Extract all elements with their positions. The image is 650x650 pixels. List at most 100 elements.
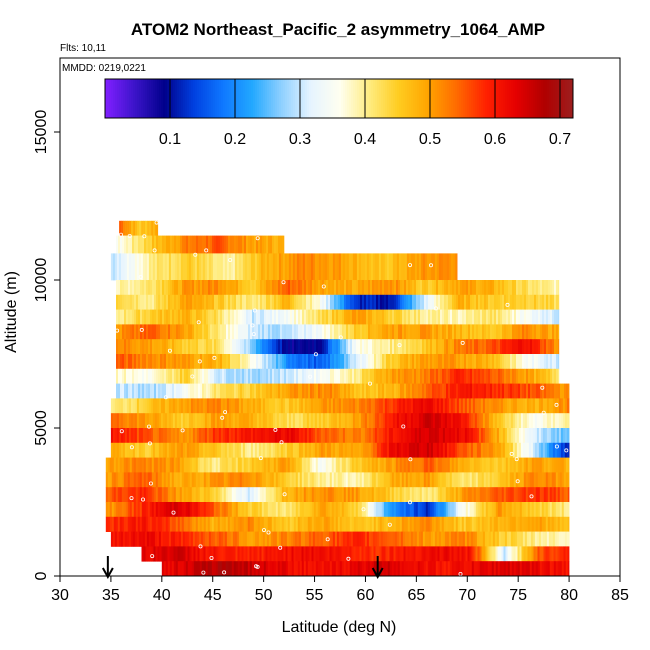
heatmap-cell <box>322 428 326 444</box>
heatmap-cell <box>148 413 152 429</box>
heatmap-cell <box>517 546 520 562</box>
heatmap-cell <box>278 413 282 429</box>
heatmap-cell <box>194 413 198 429</box>
heatmap-cell <box>167 457 171 473</box>
heatmap-cell <box>488 354 491 370</box>
heatmap-cell <box>126 280 129 296</box>
heatmap-cell <box>124 383 127 399</box>
heatmap-cell <box>435 472 439 488</box>
sample-point <box>407 263 412 268</box>
heatmap-cell <box>400 531 404 547</box>
heatmap-cell <box>250 339 253 355</box>
heatmap-cell <box>333 516 337 532</box>
heatmap-cell <box>382 354 385 370</box>
heatmap-cell <box>304 294 307 310</box>
heatmap-cell <box>269 561 273 577</box>
heatmap-cell <box>286 309 289 325</box>
heatmap-cell <box>508 354 511 370</box>
heatmap-cell <box>378 253 382 281</box>
heatmap-cell <box>422 383 425 399</box>
heatmap-cell <box>235 457 239 473</box>
heatmap-cell <box>236 354 239 370</box>
heatmap-cell <box>492 531 496 547</box>
heatmap-cell <box>194 280 197 296</box>
heatmap-cell <box>528 383 531 399</box>
heatmap-cell <box>345 472 349 488</box>
heatmap-cell <box>445 546 448 562</box>
heatmap-cell <box>342 442 346 458</box>
heatmap-cell <box>278 383 281 399</box>
heatmap-cell <box>329 472 333 488</box>
heatmap-cell <box>191 516 195 532</box>
heatmap-cell <box>154 413 158 429</box>
heatmap-cell <box>206 383 209 399</box>
heatmap-cell <box>222 442 226 458</box>
heatmap-cell <box>548 428 552 444</box>
heatmap-cell <box>451 516 455 532</box>
heatmap-cell <box>563 516 567 532</box>
heatmap-cell <box>308 531 312 547</box>
heatmap-cell <box>527 502 531 518</box>
heatmap-cell <box>541 487 545 503</box>
heatmap-cell <box>350 354 353 370</box>
heatmap-cell <box>420 309 423 325</box>
heatmap-cell <box>356 398 360 414</box>
heatmap-band <box>110 428 570 444</box>
heatmap-cell <box>532 398 536 414</box>
heatmap-cell <box>482 442 486 458</box>
heatmap-cell <box>320 383 323 399</box>
heatmap-cell <box>270 428 274 444</box>
heatmap-cell <box>381 516 385 532</box>
heatmap-cell <box>356 428 360 444</box>
heatmap-cell <box>272 383 275 399</box>
heatmap-cell <box>516 383 519 399</box>
heatmap-cell <box>196 531 200 547</box>
heatmap-cell <box>465 472 469 488</box>
heatmap-cell <box>310 324 313 340</box>
heatmap-cell <box>446 413 450 429</box>
heatmap-cell <box>256 235 259 254</box>
colorbar-cell <box>285 79 288 118</box>
colorbar-cell <box>127 79 130 118</box>
heatmap-cell <box>414 309 417 325</box>
heatmap-cell <box>436 383 439 399</box>
heatmap-cell <box>120 428 124 444</box>
heatmap-cell <box>224 383 227 399</box>
heatmap-cell <box>254 354 257 370</box>
colorbar-cell <box>171 79 174 118</box>
heatmap-cell <box>296 253 300 281</box>
heatmap-cell <box>168 354 171 370</box>
heatmap-cell <box>330 531 334 547</box>
heatmap-cell <box>223 487 227 503</box>
heatmap-cell <box>107 487 111 503</box>
heatmap-cell <box>418 294 421 310</box>
heatmap-cell <box>429 561 433 577</box>
heatmap-cell <box>380 294 383 310</box>
heatmap-cell <box>326 368 329 384</box>
heatmap-cell <box>461 472 465 488</box>
heatmap-cell <box>543 457 547 473</box>
heatmap-cell <box>374 368 377 384</box>
heatmap-cell <box>226 368 229 384</box>
heatmap-cell <box>288 253 292 281</box>
heatmap-cell <box>211 516 215 532</box>
heatmap-cell <box>380 324 383 340</box>
heatmap-cell <box>268 398 272 414</box>
heatmap-cell <box>390 324 393 340</box>
heatmap-cell <box>395 457 399 473</box>
heatmap-cell <box>320 398 324 414</box>
heatmap-cell <box>325 502 329 518</box>
heatmap-cell <box>196 280 199 296</box>
heatmap-cell <box>544 368 547 384</box>
heatmap-cell <box>469 472 473 488</box>
heatmap-cell <box>354 428 358 444</box>
heatmap-cell <box>413 457 417 473</box>
heatmap-cell <box>540 383 543 399</box>
heatmap-cell <box>260 442 264 458</box>
heatmap-cell <box>533 561 537 577</box>
heatmap-cell <box>390 531 394 547</box>
heatmap-cell <box>439 516 443 532</box>
heatmap-cell <box>362 339 365 355</box>
heatmap-cell <box>530 339 533 355</box>
heatmap-cell <box>565 487 569 503</box>
